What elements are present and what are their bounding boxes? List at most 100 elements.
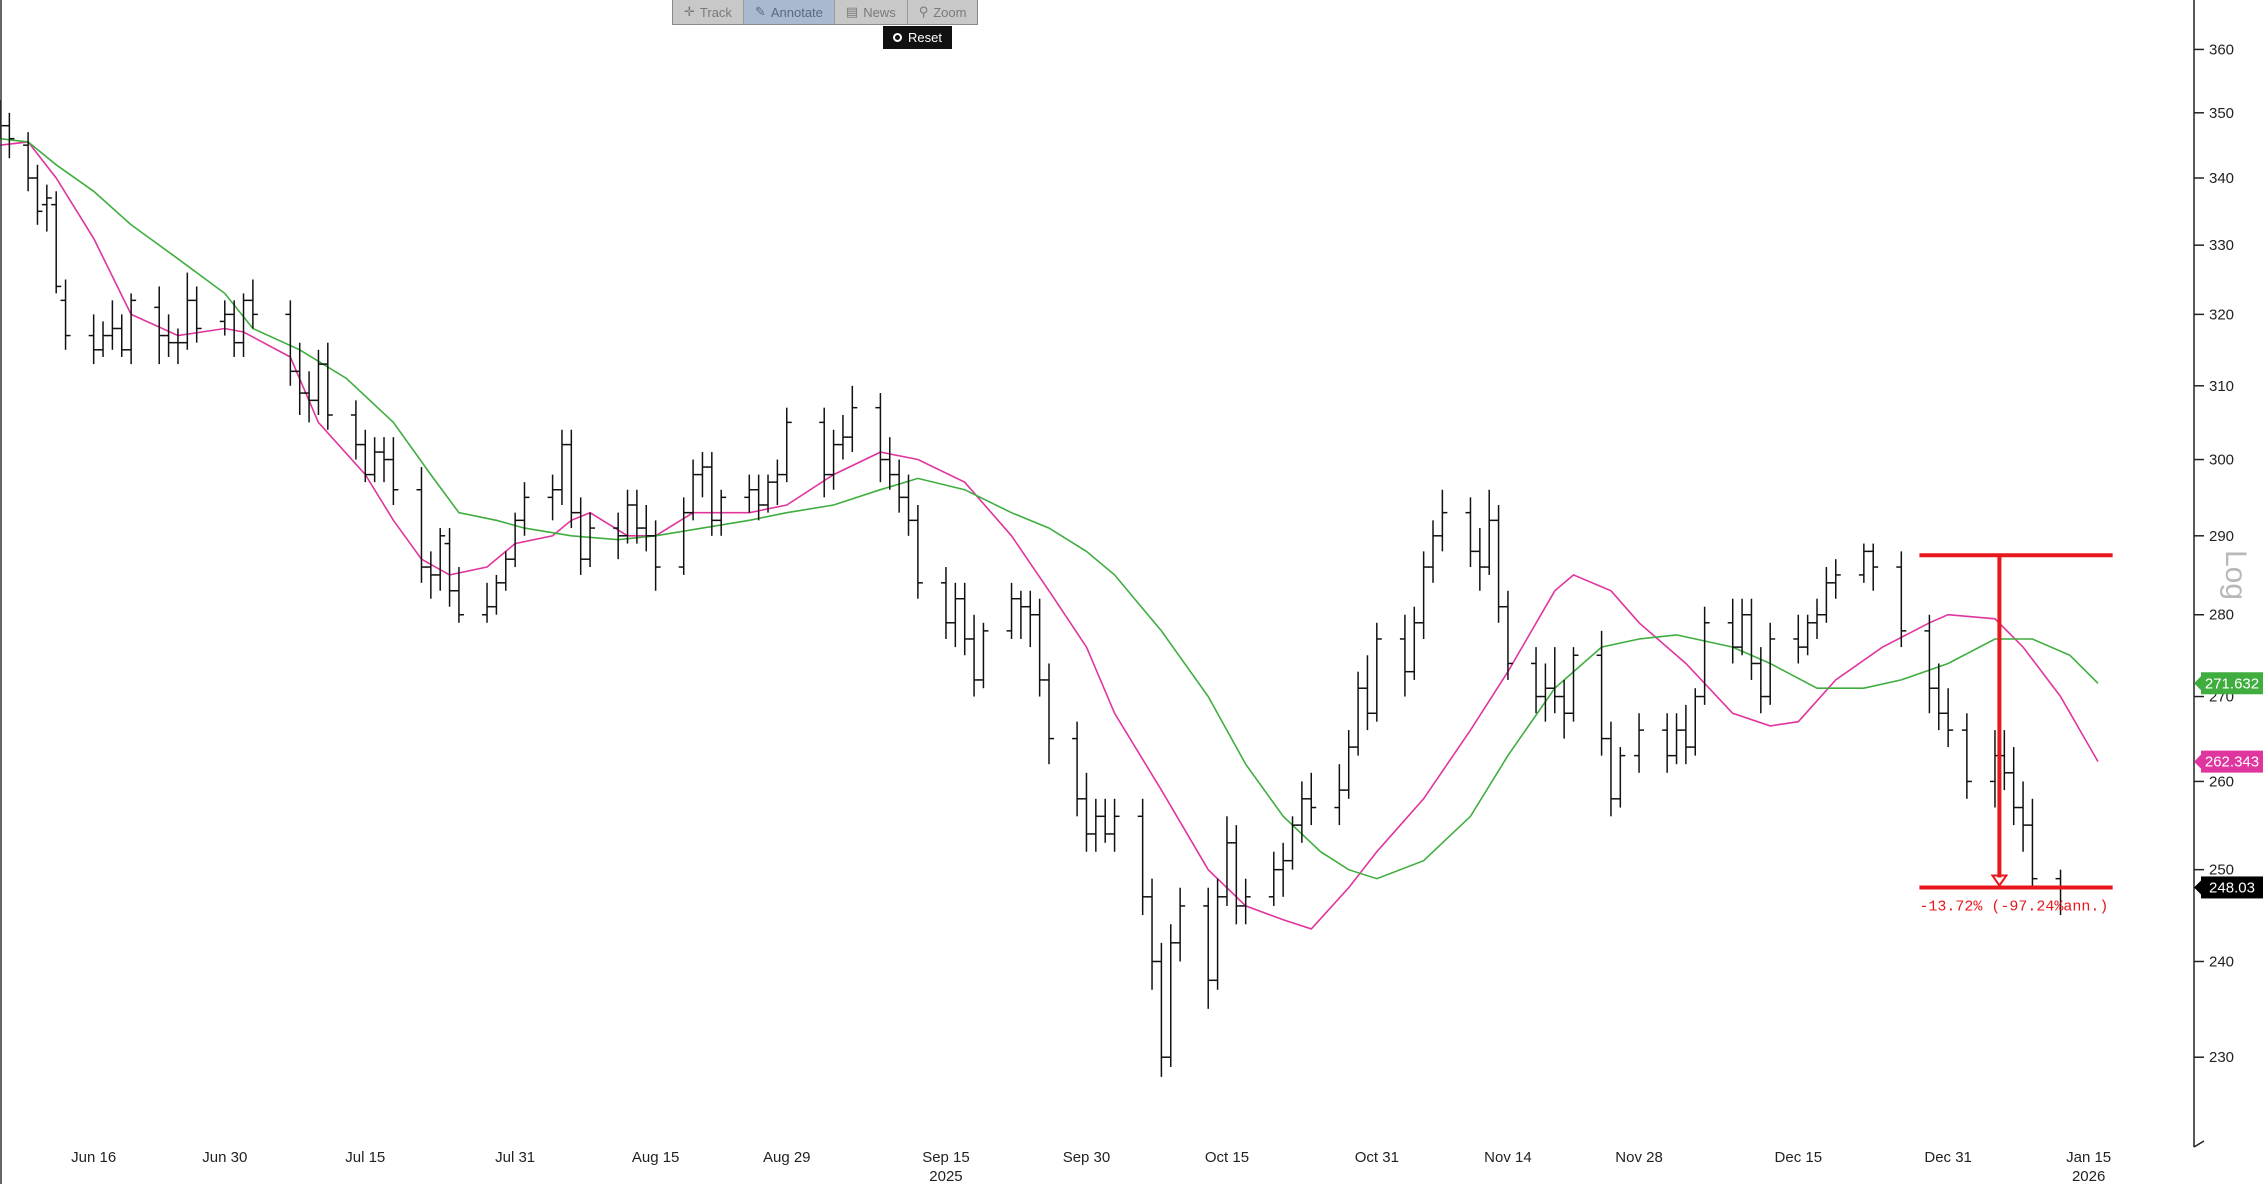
ohlc-bar: [4, 112, 15, 159]
x-tick-label: Oct 31: [1355, 1149, 1399, 1166]
ohlc-bar: [1399, 614, 1410, 697]
ohlc-bar: [641, 504, 652, 552]
ohlc-bar: [154, 286, 165, 365]
ohlc-bar: [1484, 489, 1495, 575]
news-button[interactable]: ▤ News: [835, 0, 908, 24]
ohlc-bar: [1933, 663, 1944, 731]
ohlc-bar: [556, 429, 567, 505]
y-tick-label: 240: [2209, 953, 2234, 970]
ohlc-bar: [884, 437, 895, 490]
ohlc-bar: [88, 314, 99, 365]
ohlc-bar: [547, 474, 558, 521]
ohlc-bar: [191, 286, 202, 343]
ohlc-bar: [819, 407, 830, 498]
ohlc-bar: [613, 512, 624, 560]
chart-toolbar: ✛ Track ✎ Annotate ▤ News ⚲ Zoom: [672, 0, 979, 25]
ohlc-bar: [1175, 887, 1186, 962]
measure-arrowhead: [1990, 874, 2009, 888]
ohlc-bar: [1287, 816, 1298, 870]
ohlc-bar: [41, 184, 52, 232]
ohlc-bar: [1502, 590, 1513, 680]
ohlc-bar: [1081, 772, 1092, 852]
ohlc-bar: [1568, 647, 1579, 722]
ohlc-bar: [1353, 671, 1364, 756]
ohlc-bar: [1306, 772, 1317, 826]
ma-value-tag-2: 271.632: [2194, 672, 2263, 695]
x-year-label: 2026: [2072, 1168, 2105, 1184]
ohlc-bar: [744, 474, 755, 513]
ohlc-bar: [2008, 747, 2019, 826]
ohlc-bar: [1755, 647, 1766, 714]
track-button[interactable]: ✛ Track: [673, 0, 744, 24]
ohlc-bar: [875, 393, 886, 483]
ohlc-bar: [1203, 887, 1214, 1009]
ohlc-bar: [903, 474, 914, 536]
y-tick-label: 340: [2209, 170, 2234, 187]
ohlc-bar: [1662, 713, 1673, 773]
ma-value-tag-2-box: [2201, 672, 2263, 695]
x-tick-label: Dec 15: [1775, 1149, 1823, 1166]
y-tick-label: 300: [2209, 452, 2234, 469]
plot-area: -13.72% (-97.24%ann.): [0, 99, 2113, 1077]
reset-button[interactable]: Reset: [883, 26, 952, 49]
ohlc-bar: [566, 429, 577, 529]
ohlc-bar: [1437, 489, 1448, 552]
ohlc-bar: [285, 300, 296, 386]
ohlc-bar: [32, 164, 43, 225]
ohlc-bar: [500, 551, 511, 591]
measure-annotation: -13.72% (-97.24%ann.): [1919, 553, 2113, 915]
ohlc-bar: [1821, 567, 1832, 623]
ohlc-bar: [322, 342, 333, 430]
annotate-label: Annotate: [770, 4, 823, 20]
ohlc-bar: [247, 279, 258, 329]
y-tick-label: 360: [2209, 41, 2234, 58]
ohlc-bar: [1278, 842, 1289, 897]
ohlc-bar: [1212, 878, 1223, 990]
ohlc-bar: [98, 321, 109, 357]
last-price-tag-box: [2201, 876, 2263, 899]
ohlc-bar: [388, 437, 399, 505]
ohlc-bar: [969, 614, 980, 697]
ohlc-bar: [1924, 614, 1935, 714]
ohlc-bar: [1943, 688, 1954, 748]
last-price-tag-text: 248.03: [2209, 879, 2255, 896]
ma-value-tag-1-box: [2201, 750, 2263, 773]
ohlc-bar: [416, 467, 427, 583]
ohlc-bar: [1044, 663, 1054, 765]
ohlc-bar: [1240, 878, 1251, 925]
x-year-label: 2025: [929, 1168, 962, 1184]
ohlc-bar: [1409, 606, 1420, 680]
ohlc-bar: [294, 342, 305, 416]
ohlc-bar: [1371, 622, 1382, 722]
x-tick-label: Aug 15: [632, 1149, 680, 1166]
x-tick-label: Nov 28: [1615, 1149, 1663, 1166]
x-tick-label: Jun 30: [202, 1149, 247, 1166]
x-tick-label: Aug 29: [763, 1149, 811, 1166]
ohlc-bar: [238, 293, 249, 357]
y-tick-label: 310: [2209, 378, 2234, 395]
annotate-button[interactable]: ✎ Annotate: [743, 0, 835, 24]
x-tick-label: Sep 15: [922, 1149, 970, 1166]
zoom-button[interactable]: ⚲ Zoom: [908, 0, 978, 24]
ohlc-bar: [781, 407, 792, 483]
ohlc-bar: [697, 452, 708, 498]
y-tick-label: 330: [2209, 237, 2234, 254]
ohlc-bar: [2018, 781, 2029, 852]
ohlc-bar: [435, 528, 446, 591]
ma-value-tag-1-text: 262.343: [2205, 754, 2259, 771]
ohlc-bar: [1072, 721, 1083, 817]
last-price-tag: 248.03: [2194, 876, 2263, 899]
ohlc-bar: [453, 567, 464, 623]
last-price-tag-pointer: [2194, 879, 2202, 896]
ohlc-bar: [229, 300, 240, 357]
ohlc-bar: [828, 429, 839, 490]
ohlc-bar: [1830, 559, 1841, 599]
ohlc-bar: [1100, 798, 1111, 843]
ohlc-bar: [678, 497, 689, 575]
moving-average-line-1: [0, 141, 2099, 930]
ohlc-bar: [1343, 730, 1354, 799]
ohlc-bar: [1006, 582, 1017, 639]
ohlc-bar: [1793, 614, 1804, 664]
